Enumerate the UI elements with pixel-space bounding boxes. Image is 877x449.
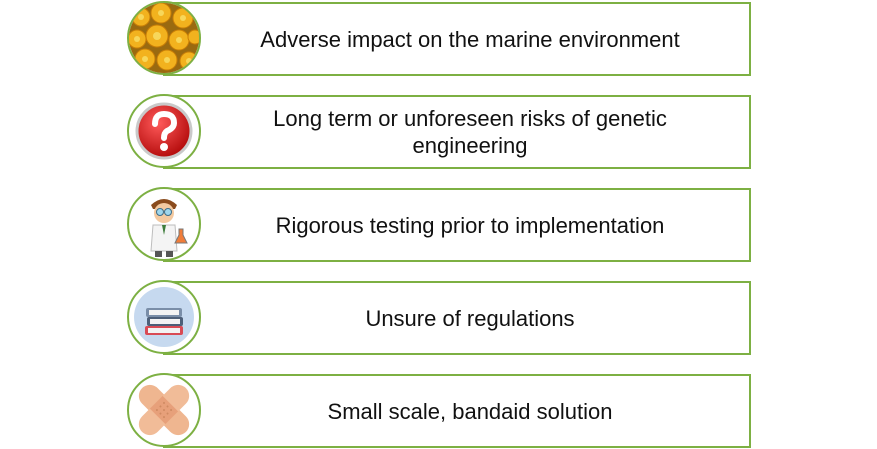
list-item: Long term or unforeseen risks of genetic… <box>127 94 751 169</box>
list-item: Unsure of regulations <box>127 280 751 355</box>
item-box: Small scale, bandaid solution <box>163 374 751 448</box>
item-box: Unsure of regulations <box>163 281 751 355</box>
books-icon <box>127 280 201 354</box>
item-label: Long term or unforeseen risks of genetic… <box>273 106 667 158</box>
coral-icon <box>127 1 201 75</box>
question-mark-icon <box>127 94 201 168</box>
item-label: Rigorous testing prior to implementation <box>275 212 665 238</box>
item-box: Adverse impact on the marine environment <box>163 2 751 76</box>
item-label: Adverse impact on the marine environment <box>260 26 680 52</box>
item-box: Long term or unforeseen risks of genetic… <box>163 95 751 169</box>
list-item: Rigorous testing prior to implementation <box>127 187 751 262</box>
item-label: Unsure of regulations <box>365 305 575 331</box>
list-item: Small scale, bandaid solution <box>127 373 751 448</box>
item-box: Rigorous testing prior to implementation <box>163 188 751 262</box>
bandaid-icon <box>127 373 201 447</box>
scientist-icon <box>127 187 201 261</box>
list-item: Adverse impact on the marine environment <box>127 1 751 76</box>
item-label: Small scale, bandaid solution <box>327 398 613 424</box>
